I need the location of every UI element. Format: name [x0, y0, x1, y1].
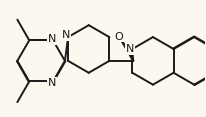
Text: O: O	[115, 32, 123, 42]
Text: N: N	[126, 44, 134, 54]
Text: N: N	[48, 78, 56, 88]
Text: N: N	[62, 30, 70, 40]
Text: N: N	[48, 34, 56, 44]
